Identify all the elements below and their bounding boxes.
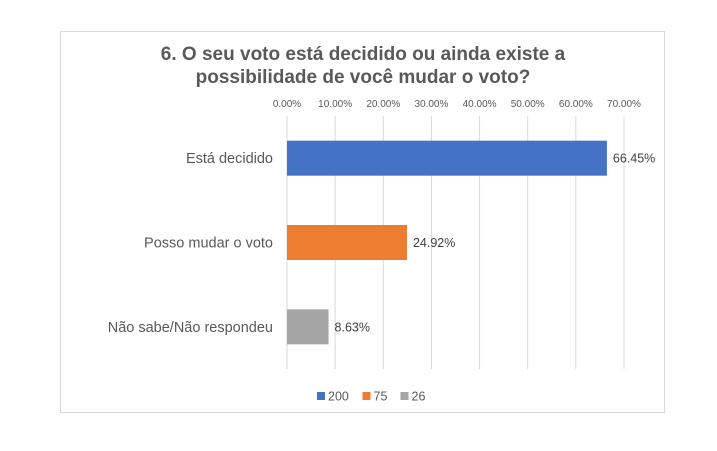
- bar: [287, 225, 407, 260]
- x-tick-label: 0.00%: [273, 99, 301, 110]
- bar: [287, 140, 607, 176]
- chart-title-line-2: possibilidade de você mudar o voto?: [196, 67, 531, 88]
- bars: [287, 140, 607, 345]
- data-label: 24.92%: [413, 236, 455, 250]
- data-label: 8.63%: [335, 320, 370, 334]
- x-tick-label: 20.00%: [366, 99, 400, 110]
- chart-title-line-1: 6. O seu voto está decidido ou ainda exi…: [161, 44, 566, 65]
- chart-frame: 6. O seu voto está decidido ou ainda exi…: [60, 31, 665, 413]
- category-label: Não sabe/Não respondeu: [108, 320, 273, 336]
- legend: 200 75 26: [317, 390, 425, 404]
- data-labels: 66.45% 24.92% 8.63%: [335, 152, 656, 335]
- legend-label: 26: [412, 390, 426, 404]
- legend-swatch: [362, 392, 371, 400]
- category-label: Está decidido: [186, 151, 273, 167]
- legend-swatch: [400, 392, 409, 400]
- data-label: 66.45%: [613, 152, 655, 166]
- legend-swatch: [317, 392, 325, 400]
- bar-chart: 6. O seu voto está decidido ou ainda exi…: [108, 44, 656, 404]
- x-tick-label: 30.00%: [414, 99, 448, 110]
- bar: [287, 309, 329, 345]
- x-tick-label: 70.00%: [607, 99, 641, 110]
- legend-label: 75: [374, 390, 388, 404]
- x-tick-label: 10.00%: [318, 99, 352, 110]
- category-labels: Está decidido Posso mudar o voto Não sabe/…: [108, 151, 273, 336]
- category-label: Posso mudar o voto: [144, 236, 273, 252]
- x-tick-label: 40.00%: [463, 99, 497, 110]
- x-axis-tick-labels: 0.00% 10.00% 20.00% 30.00% 40.00% 50.00% 60.00…: [273, 99, 641, 110]
- x-tick-label: 50.00%: [511, 99, 545, 110]
- legend-label: 200: [328, 390, 349, 404]
- x-tick-label: 60.00%: [559, 99, 593, 110]
